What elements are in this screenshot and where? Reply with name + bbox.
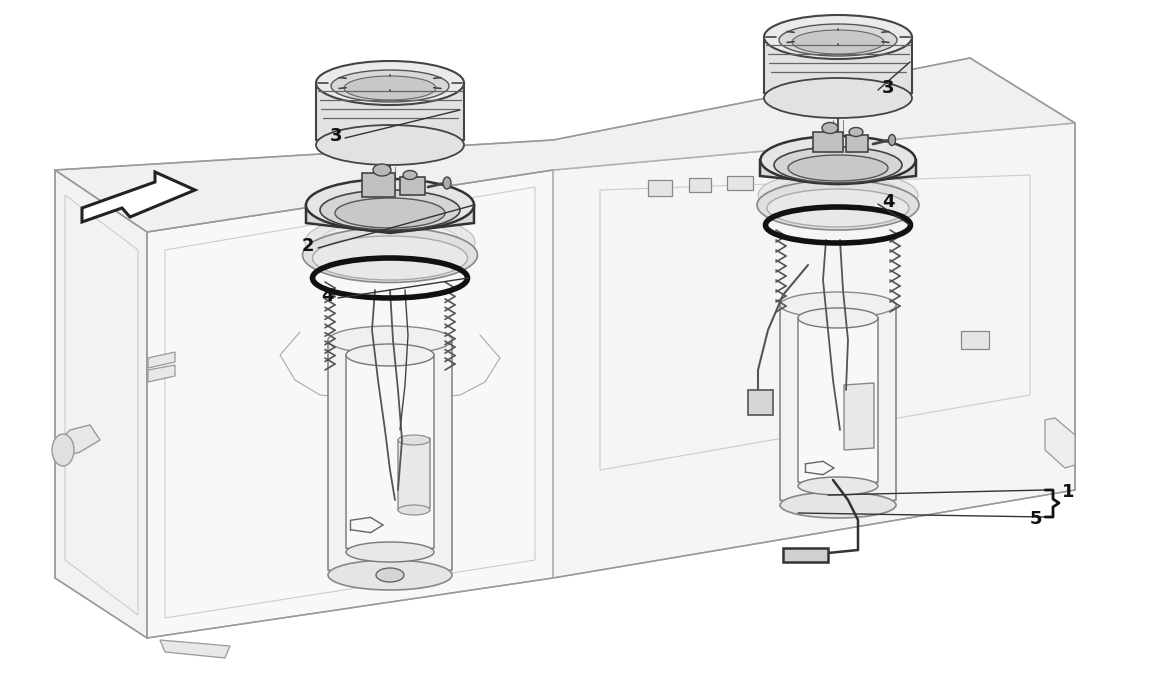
Polygon shape [961, 331, 989, 349]
Ellipse shape [346, 344, 434, 366]
Polygon shape [362, 173, 394, 197]
Ellipse shape [302, 227, 477, 283]
Ellipse shape [398, 435, 430, 445]
Ellipse shape [398, 505, 430, 515]
Polygon shape [400, 177, 426, 195]
Ellipse shape [798, 308, 877, 328]
Polygon shape [55, 58, 1075, 232]
Text: 4: 4 [322, 287, 334, 305]
Text: 3: 3 [330, 127, 342, 145]
Polygon shape [1045, 418, 1075, 468]
Ellipse shape [767, 189, 908, 227]
Ellipse shape [328, 560, 452, 590]
Polygon shape [727, 176, 753, 190]
Polygon shape [813, 132, 843, 152]
Polygon shape [160, 640, 230, 658]
Ellipse shape [757, 180, 919, 230]
Ellipse shape [373, 164, 391, 176]
Polygon shape [398, 438, 430, 510]
Text: 1: 1 [1061, 483, 1074, 501]
Polygon shape [748, 390, 773, 415]
Ellipse shape [758, 171, 918, 219]
Polygon shape [689, 178, 711, 192]
Ellipse shape [779, 24, 897, 56]
Ellipse shape [335, 198, 445, 228]
Ellipse shape [788, 155, 888, 181]
Polygon shape [846, 135, 868, 152]
Polygon shape [760, 160, 917, 184]
Polygon shape [55, 170, 147, 638]
Ellipse shape [443, 177, 451, 189]
Polygon shape [798, 318, 877, 489]
Ellipse shape [331, 70, 448, 102]
Ellipse shape [889, 135, 896, 145]
Ellipse shape [780, 492, 896, 518]
Polygon shape [148, 365, 175, 382]
Ellipse shape [320, 190, 460, 230]
Polygon shape [316, 83, 463, 153]
Polygon shape [780, 305, 896, 510]
Ellipse shape [52, 434, 74, 466]
Ellipse shape [313, 236, 468, 280]
Polygon shape [647, 180, 672, 196]
Polygon shape [306, 205, 474, 233]
Ellipse shape [344, 76, 436, 100]
Ellipse shape [346, 542, 434, 562]
Ellipse shape [316, 61, 463, 105]
Polygon shape [55, 425, 100, 458]
Ellipse shape [316, 125, 463, 165]
Ellipse shape [306, 179, 474, 231]
Polygon shape [82, 172, 196, 222]
Ellipse shape [402, 171, 417, 180]
Ellipse shape [764, 78, 912, 118]
Ellipse shape [780, 292, 896, 318]
Text: 2: 2 [301, 237, 314, 255]
Ellipse shape [305, 214, 475, 270]
Polygon shape [844, 383, 874, 450]
Polygon shape [764, 37, 912, 106]
Text: 3: 3 [882, 79, 895, 97]
Text: 5: 5 [1029, 510, 1042, 528]
Ellipse shape [798, 477, 877, 495]
Ellipse shape [760, 136, 915, 184]
Polygon shape [147, 170, 553, 638]
Ellipse shape [328, 326, 452, 354]
Text: 4: 4 [882, 193, 895, 211]
Polygon shape [346, 355, 434, 556]
Polygon shape [328, 340, 452, 582]
Ellipse shape [376, 568, 404, 582]
Ellipse shape [849, 128, 862, 137]
Ellipse shape [764, 15, 912, 59]
Ellipse shape [792, 30, 884, 54]
Ellipse shape [822, 122, 838, 133]
Ellipse shape [320, 221, 460, 263]
Polygon shape [783, 548, 828, 562]
Ellipse shape [774, 147, 902, 183]
Ellipse shape [772, 177, 904, 213]
Polygon shape [553, 123, 1075, 578]
Polygon shape [148, 352, 175, 368]
